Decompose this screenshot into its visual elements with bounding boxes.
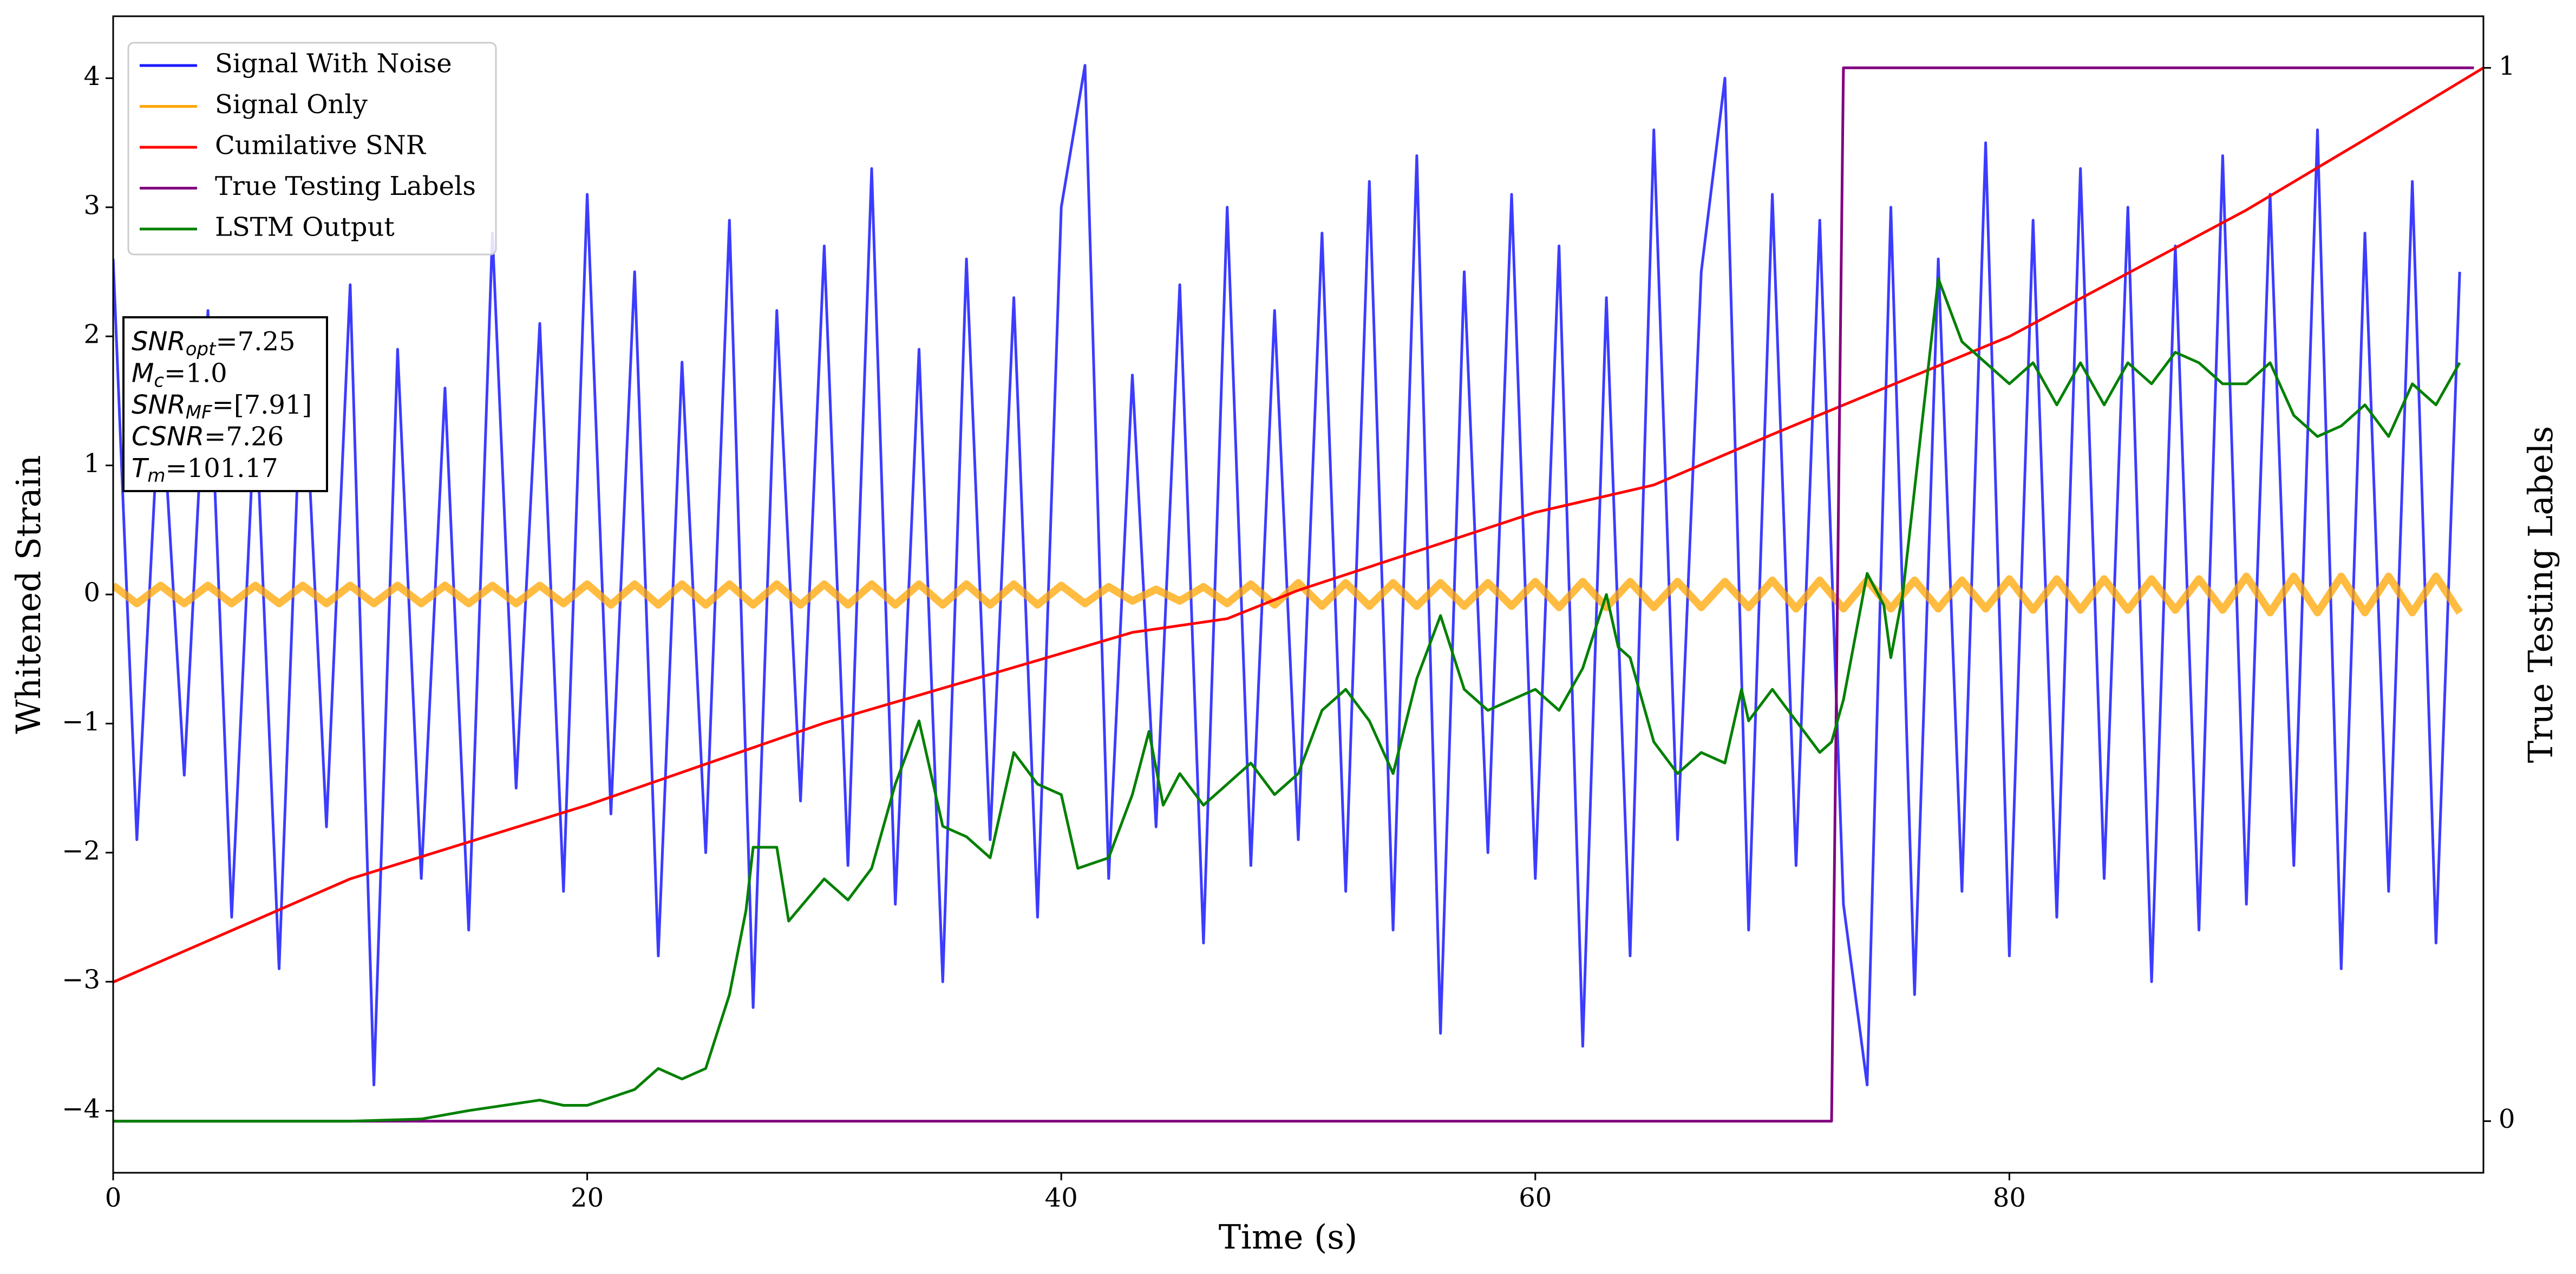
annotation-text: Mc=1.0 <box>132 358 227 391</box>
x-tick-label: 20 <box>571 1183 604 1213</box>
annotation-sub: MF <box>186 402 212 423</box>
annotation-value: =[7.91] <box>212 390 312 420</box>
annotation-box <box>122 316 328 492</box>
x-tick-label: 80 <box>1993 1183 2026 1213</box>
annotation-var: M <box>132 358 154 389</box>
y-tick-label: −3 <box>62 965 100 995</box>
y-tick-label: 1 <box>83 448 100 479</box>
plot-area <box>113 64 2483 1123</box>
legend-label: Signal With Noise <box>215 49 452 79</box>
annotation-sub: opt <box>186 338 217 360</box>
y-tick-label: −1 <box>62 707 100 737</box>
annotation-var: SNR <box>132 326 186 357</box>
series-line <box>113 64 2461 1087</box>
legend-label: LSTM Output <box>215 212 395 243</box>
series-line <box>113 66 2474 1123</box>
annotation-sub: m <box>147 465 165 487</box>
annotation-var: SNR <box>132 390 186 420</box>
legend-box <box>127 42 497 256</box>
y-tick-label: 3 <box>83 190 100 220</box>
y-tick-label: −2 <box>62 835 100 866</box>
y2-tick-label: 0 <box>2499 1104 2515 1134</box>
y2-axis-label: True Testing Labels <box>2521 426 2560 763</box>
y-tick-label: −4 <box>62 1094 100 1124</box>
annotation-value: =101.17 <box>165 453 278 484</box>
x-tick-label: 0 <box>105 1183 122 1213</box>
annotation-var: CSNR <box>132 422 204 452</box>
y2-tick-label: 1 <box>2499 51 2515 81</box>
series-line <box>113 277 2461 1123</box>
annotation-value: =1.0 <box>164 358 227 388</box>
y-axis-label: Whitened Strain <box>9 455 48 734</box>
y-tick-label: 0 <box>83 578 100 608</box>
y-tick-label: 4 <box>83 61 100 92</box>
x-axis-label: Time (s) <box>1219 1217 1358 1257</box>
annotation-value: =7.25 <box>215 326 295 357</box>
annotation-var: T <box>132 453 149 484</box>
x-tick-label: 40 <box>1045 1183 1078 1213</box>
annotation-text: SNRopt=7.25 <box>132 326 296 360</box>
legend-label: Cumilative SNR <box>215 130 427 161</box>
y-tick-label: 2 <box>83 319 100 350</box>
annotation-value: =7.26 <box>204 421 284 452</box>
annotation-text: Tm=101.17 <box>132 453 278 487</box>
legend-label: True Testing Labels <box>215 171 476 201</box>
annotation-sub: c <box>154 370 164 391</box>
x-tick-label: 60 <box>1519 1183 1552 1213</box>
annotation-text: SNRMF=[7.91] <box>132 390 312 423</box>
plot-frame <box>112 15 2485 1174</box>
series-line <box>113 67 2483 984</box>
annotation-text: CSNR=7.26 <box>132 421 284 452</box>
legend-label: Signal Only <box>215 89 368 120</box>
